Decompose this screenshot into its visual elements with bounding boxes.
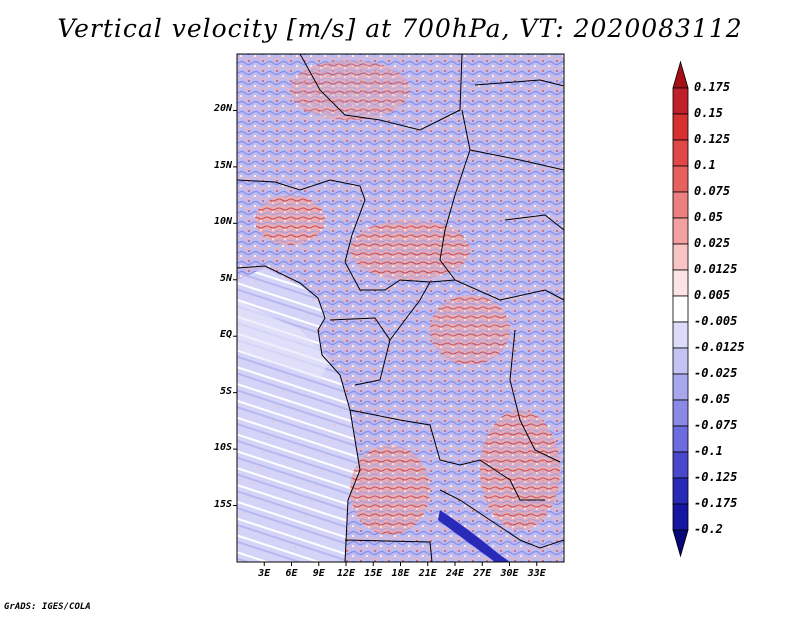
lon-label: 30E [500, 568, 519, 579]
colorbar [672, 60, 689, 558]
colorbar-label: 0.075 [694, 184, 731, 198]
colorbar-label: 0.005 [694, 288, 731, 302]
lat-label: 5N [219, 272, 232, 284]
lon-label: 33E [527, 568, 546, 579]
lon-label: 3E [258, 568, 271, 579]
colorbar-swatch [672, 113, 689, 141]
updraft-area [480, 410, 560, 530]
updraft-area [350, 220, 470, 280]
colorbar-label: 0.175 [694, 80, 731, 94]
colorbar-label: -0.1 [694, 444, 723, 458]
colorbar-swatch [672, 399, 689, 427]
lat-label: 15S [213, 498, 232, 510]
lon-label: 12E [336, 568, 356, 579]
lat-label: 10S [213, 442, 232, 454]
map-field [237, 54, 564, 562]
colorbar-swatch [672, 139, 689, 167]
lon-label: 24E [445, 568, 465, 579]
colorbar-swatch [672, 243, 689, 271]
colorbar-label: -0.025 [694, 366, 738, 380]
lon-label: 9E [312, 568, 325, 579]
colorbar-swatch [672, 425, 689, 453]
colorbar-label: 0.15 [694, 106, 723, 120]
lon-ticks [263, 562, 538, 566]
lat-label: 5S [219, 385, 232, 397]
lat-label: 10N [213, 216, 232, 228]
colorbar-swatch [672, 87, 689, 115]
grads-credit: GrADS: IGES/COLA [4, 602, 91, 612]
ocean-calm-zone [237, 300, 330, 380]
colorbar-label: 0.025 [694, 236, 731, 250]
colorbar-swatch [672, 321, 689, 349]
colorbar-label: -0.05 [694, 392, 731, 406]
chart-title: Vertical velocity [m/s] at 700hPa, VT: 2… [57, 14, 743, 43]
lon-label: 6E [285, 568, 298, 579]
lat-label: 20N [213, 103, 232, 115]
colorbar-swatch [672, 347, 689, 375]
colorbar-label: -0.125 [694, 470, 738, 484]
downdraft-band [438, 510, 510, 562]
colorbar-swatch [672, 217, 689, 245]
colorbar-label: 0.05 [694, 210, 723, 224]
lon-label: 27E [473, 568, 492, 579]
updraft-area [255, 195, 325, 245]
colorbar-swatch [672, 165, 689, 193]
lon-label: 15E [364, 568, 383, 579]
colorbar-label: -0.075 [694, 418, 738, 432]
colorbar-swatch [672, 295, 689, 323]
lat-label: 15N [213, 159, 232, 171]
updraft-area [350, 445, 430, 535]
colorbar-label: -0.005 [694, 314, 738, 328]
colorbar-swatch [672, 191, 689, 219]
colorbar-label: 0.0125 [694, 262, 738, 276]
colorbar-swatch [672, 60, 689, 89]
colorbar-label: -0.2 [694, 522, 723, 536]
colorbar-swatch [672, 503, 689, 531]
updraft-area [290, 60, 410, 120]
colorbar-label: 0.125 [694, 132, 731, 146]
lon-label: 18E [391, 568, 410, 579]
colorbar-swatch [672, 269, 689, 297]
lon-label: 21E [418, 568, 437, 579]
colorbar-swatch [672, 373, 689, 401]
updraft-area [430, 295, 510, 365]
colorbar-swatch [672, 451, 689, 479]
lat-ticks [233, 109, 237, 507]
colorbar-label: 0.1 [694, 158, 716, 172]
colorbar-label: -0.0125 [694, 340, 745, 354]
colorbar-swatch [672, 477, 689, 505]
lat-label: EQ [219, 329, 232, 341]
colorbar-label: -0.175 [694, 496, 738, 510]
colorbar-swatch [672, 529, 689, 558]
borders [237, 54, 564, 562]
